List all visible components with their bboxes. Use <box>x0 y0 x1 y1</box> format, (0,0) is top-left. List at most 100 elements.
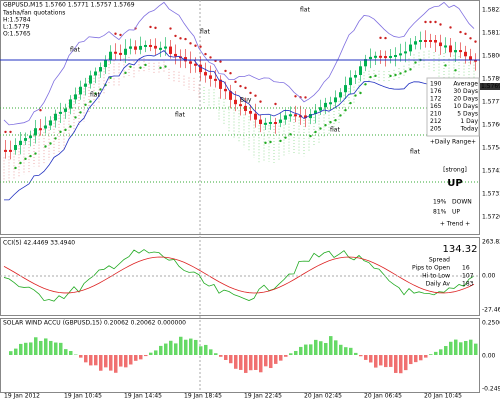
sar-dot <box>139 66 142 69</box>
sar-dot <box>159 66 162 70</box>
sar-dot <box>29 154 32 158</box>
solar-tick: -0.2490 <box>482 386 500 393</box>
solar-bar <box>139 355 143 360</box>
price-tick: 1.57660 <box>482 122 500 129</box>
price-tick: 1.57775 <box>482 99 500 106</box>
sar-dot <box>274 102 277 106</box>
candle <box>324 102 327 108</box>
candle <box>139 45 142 50</box>
candle <box>424 40 427 42</box>
solar-bar <box>399 355 403 374</box>
candle <box>109 51 112 60</box>
sar-dot <box>109 76 112 80</box>
solar-bar <box>324 343 328 355</box>
sar-dot <box>239 84 242 88</box>
solar-bar <box>289 353 293 355</box>
sar-dot <box>189 42 192 45</box>
sar-dot <box>89 100 92 103</box>
sar-dot <box>114 32 117 35</box>
candle <box>454 50 457 53</box>
signal-label: Buy <box>240 97 252 104</box>
date-tick: 19 Jan 14:45 <box>124 393 162 400</box>
current-price-box <box>480 83 500 90</box>
solar-bar <box>19 343 23 355</box>
solar-bar <box>429 354 433 355</box>
candle <box>29 135 32 139</box>
solar-bar <box>149 352 153 355</box>
candle <box>234 99 237 105</box>
blue-line <box>3 50 475 201</box>
sar-dot <box>149 25 152 29</box>
sar-dot <box>249 91 252 95</box>
sar-dot <box>49 142 52 145</box>
solar-bar <box>344 347 348 355</box>
sar-dot <box>14 166 17 170</box>
solar-bar <box>94 355 98 366</box>
sar-dot <box>409 68 412 71</box>
solar-bar <box>374 355 378 368</box>
candle <box>369 56 372 60</box>
sar-dot <box>4 130 7 134</box>
trend-up-label: UP <box>452 209 460 216</box>
solar-bar <box>274 355 278 364</box>
sar-dot <box>174 34 177 38</box>
candle <box>389 55 392 58</box>
candle <box>239 104 242 107</box>
solar-bar <box>114 355 118 373</box>
candle <box>49 120 52 126</box>
sar-dot <box>314 130 317 134</box>
sar-dot <box>329 121 332 124</box>
candle <box>174 53 177 57</box>
candle <box>274 121 277 124</box>
sar-dot <box>169 27 172 30</box>
header-line: O:1.5765 <box>3 31 31 38</box>
candle <box>214 78 217 81</box>
solar-bar <box>24 342 28 355</box>
range-period: 10 Days <box>453 103 478 110</box>
sar-dot <box>264 141 267 145</box>
sar-dot <box>469 37 472 40</box>
stat-value: 107 <box>462 273 474 280</box>
candle <box>469 56 472 60</box>
sar-dot <box>319 127 322 130</box>
stat-label: Pips to Open <box>412 265 450 272</box>
candle <box>384 56 387 59</box>
solar-bar <box>189 338 193 355</box>
solar-bar <box>109 355 113 371</box>
solar-bar <box>134 355 138 361</box>
candle <box>429 40 432 42</box>
solar-bar <box>9 351 13 355</box>
sar-dot <box>224 69 227 73</box>
solar-bar <box>204 344 208 355</box>
candle <box>334 97 337 103</box>
candle <box>464 51 467 57</box>
sar-dot <box>359 91 362 95</box>
sar-dot <box>24 157 27 161</box>
solar-bar <box>419 355 423 361</box>
date-tick: 19 Jan 2012 <box>4 393 40 400</box>
solar-bar <box>464 340 468 355</box>
sar-dot <box>344 109 347 112</box>
range-count: 172 <box>430 96 442 103</box>
signal-label: flat <box>175 112 185 119</box>
range-count: 190 <box>430 81 442 88</box>
candle <box>339 92 342 98</box>
solar-bar <box>79 355 83 358</box>
solar-bar <box>84 355 88 363</box>
solar-bar <box>59 342 63 355</box>
price-tick: 1.58005 <box>482 53 500 60</box>
candle <box>64 108 67 112</box>
solar-bar <box>184 339 188 355</box>
header-line: Tasha/fan quotations <box>2 10 65 17</box>
solar-bar <box>334 340 338 355</box>
sar-dot <box>474 40 477 43</box>
stat-label: Daily Av <box>426 281 451 288</box>
solar-bar <box>364 355 368 360</box>
price-tick: 1.57200 <box>482 214 500 221</box>
price-tick: 1.57430 <box>482 168 500 175</box>
candle <box>204 72 207 76</box>
candle <box>409 44 412 52</box>
candle <box>374 55 377 58</box>
